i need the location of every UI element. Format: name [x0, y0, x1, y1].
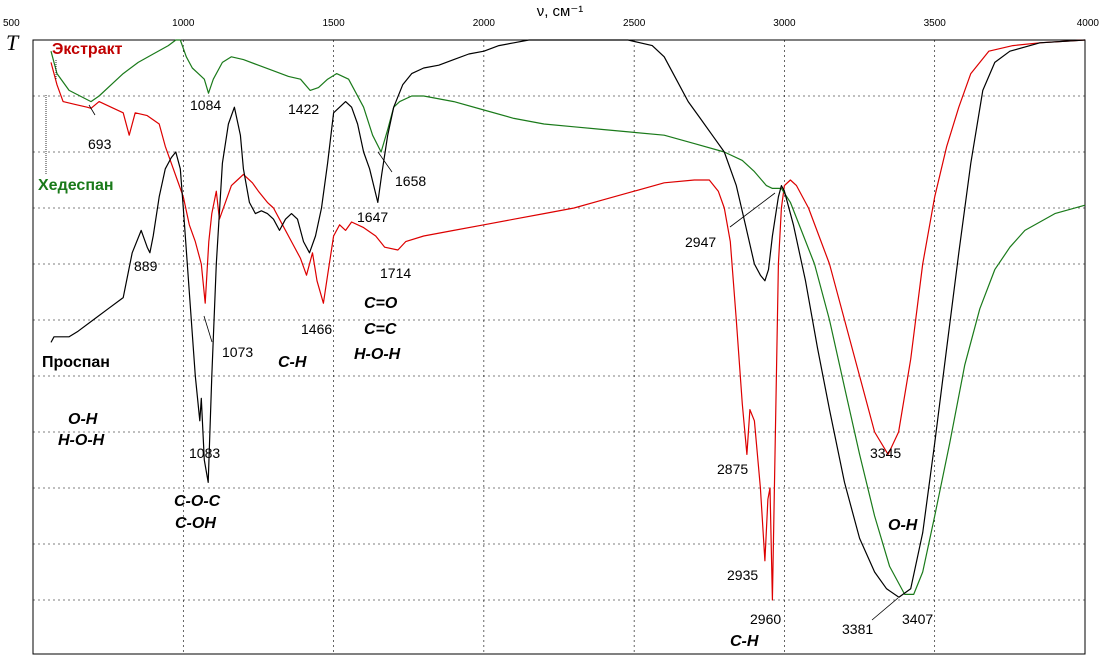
x-tick-label: 3500 [924, 18, 947, 29]
peak-label: 1647 [357, 209, 388, 225]
group-label: H-O-H [354, 346, 401, 363]
peak-label: 3345 [870, 445, 901, 461]
legend-extract: Экстракт [52, 41, 123, 58]
legend-hedespan: Хедеспан [38, 177, 114, 194]
plot-frame [32, 39, 1086, 655]
x-tick-label: 1500 [322, 18, 345, 29]
group-label: C=C [364, 321, 397, 338]
group-label: C-O-C [174, 493, 221, 510]
leader-line [88, 104, 96, 116]
group-label: C-OH [175, 515, 216, 532]
x-tick-labels: 500 1000 1500 2000 2500 3000 3500 4000 [3, 18, 1099, 29]
x-axis-label: ν, см⁻¹ [537, 3, 584, 20]
x-tick-label: 1000 [172, 18, 195, 29]
peak-label: 1466 [301, 321, 332, 337]
y-axis-label: T [6, 30, 20, 55]
peak-label: 889 [134, 258, 158, 274]
leader-line [871, 597, 899, 621]
series-line-2 [50, 39, 1086, 596]
peak-label: 1083 [189, 445, 220, 461]
x-tick-label: 4000 [1077, 18, 1100, 29]
group-label: O-H [68, 411, 98, 428]
peak-label: 3381 [842, 621, 873, 637]
peak-label: 1714 [380, 265, 411, 281]
peak-label: 2875 [717, 461, 748, 477]
peak-label: 2960 [750, 611, 781, 627]
group-label: H-O-H [58, 432, 105, 449]
series-lines [50, 39, 1086, 601]
x-tick-label: 2500 [623, 18, 646, 29]
peak-label: 1073 [222, 344, 253, 360]
group-label: C-H [730, 633, 759, 650]
leader-line [377, 151, 393, 173]
peak-label: 1422 [288, 101, 319, 117]
peak-label: 3407 [902, 611, 933, 627]
x-tick-label: 500 [3, 18, 20, 29]
peak-label: 1658 [395, 173, 426, 189]
peak-label: 693 [88, 136, 112, 152]
leader-line [729, 192, 776, 228]
leader-line [203, 315, 213, 343]
gridlines [33, 40, 1085, 654]
peak-label: 2935 [727, 567, 758, 583]
x-tick-label: 3000 [773, 18, 796, 29]
series-line-3 [50, 39, 1086, 598]
peak-label: 2947 [685, 234, 716, 250]
x-tick-label: 2000 [473, 18, 496, 29]
group-label: C-H [278, 354, 307, 371]
group-label: O-H [888, 517, 918, 534]
group-label: C=O [364, 295, 398, 312]
peak-label: 1084 [190, 97, 221, 113]
legend-prospan: Проспан [42, 354, 110, 371]
